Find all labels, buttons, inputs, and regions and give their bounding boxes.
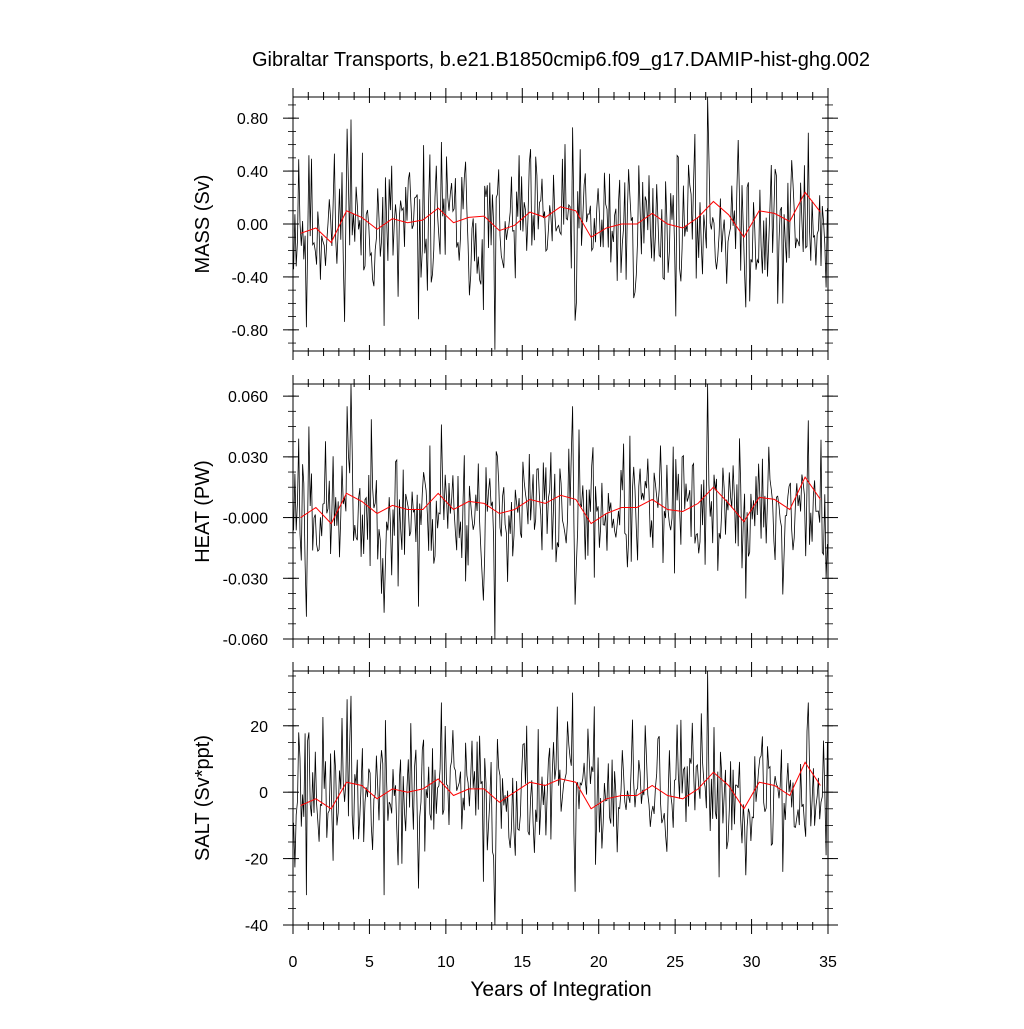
- heat-y-tick-label: 0.060: [228, 389, 268, 406]
- salt-monthly-line: [293, 670, 828, 926]
- heat-y-tick-label: -0.060: [223, 632, 268, 649]
- x-tick-label: 0: [289, 954, 298, 971]
- heat-y-tick-label: -0.030: [223, 571, 268, 588]
- mass-monthly-line: [293, 96, 828, 350]
- x-tick-label: 25: [666, 954, 684, 971]
- salt-plot-frame: [292, 670, 829, 926]
- x-tick-label: 5: [365, 954, 374, 971]
- heat-y-axis-label: HEAT (PW): [192, 460, 214, 563]
- mass-y-tick-label: -0.80: [232, 323, 269, 340]
- mass-y-axis-label: MASS (Sv): [192, 175, 214, 274]
- mass-y-tick-label: 0.00: [237, 217, 268, 234]
- mass-plot-frame: [292, 96, 829, 352]
- salt-annual-mean-line: [300, 761, 821, 810]
- mass-y-tick-label: 0.80: [237, 111, 268, 128]
- salt-y-tick-label: -20: [245, 852, 268, 869]
- x-tick-label: 30: [743, 954, 761, 971]
- heat-y-tick-label: 0.030: [228, 450, 268, 467]
- x-tick-label: 35: [819, 954, 837, 971]
- salt-y-tick-label: -40: [245, 918, 268, 935]
- x-axis-label: Years of Integration: [470, 978, 651, 1001]
- salt-y-tick-label: 0: [259, 785, 268, 802]
- x-tick-label: 15: [513, 954, 531, 971]
- salt-y-axis-label: SALT (Sv*ppt): [192, 735, 214, 861]
- heat-plot-frame: [292, 383, 829, 640]
- heat-annual-mean-line: [300, 476, 821, 525]
- mass-y-tick-label: 0.40: [237, 164, 268, 181]
- figure-title: Gibraltar Transports, b.e21.B1850cmip6.f…: [252, 49, 870, 71]
- heat-y-tick-label: -0.000: [223, 511, 268, 528]
- mass-annual-mean-line: [300, 191, 821, 244]
- salt-y-tick-label: 20: [250, 719, 268, 736]
- mass-y-tick-label: -0.40: [232, 270, 269, 287]
- x-tick-label: 10: [437, 954, 455, 971]
- x-tick-label: 20: [590, 954, 608, 971]
- heat-monthly-line: [293, 383, 828, 640]
